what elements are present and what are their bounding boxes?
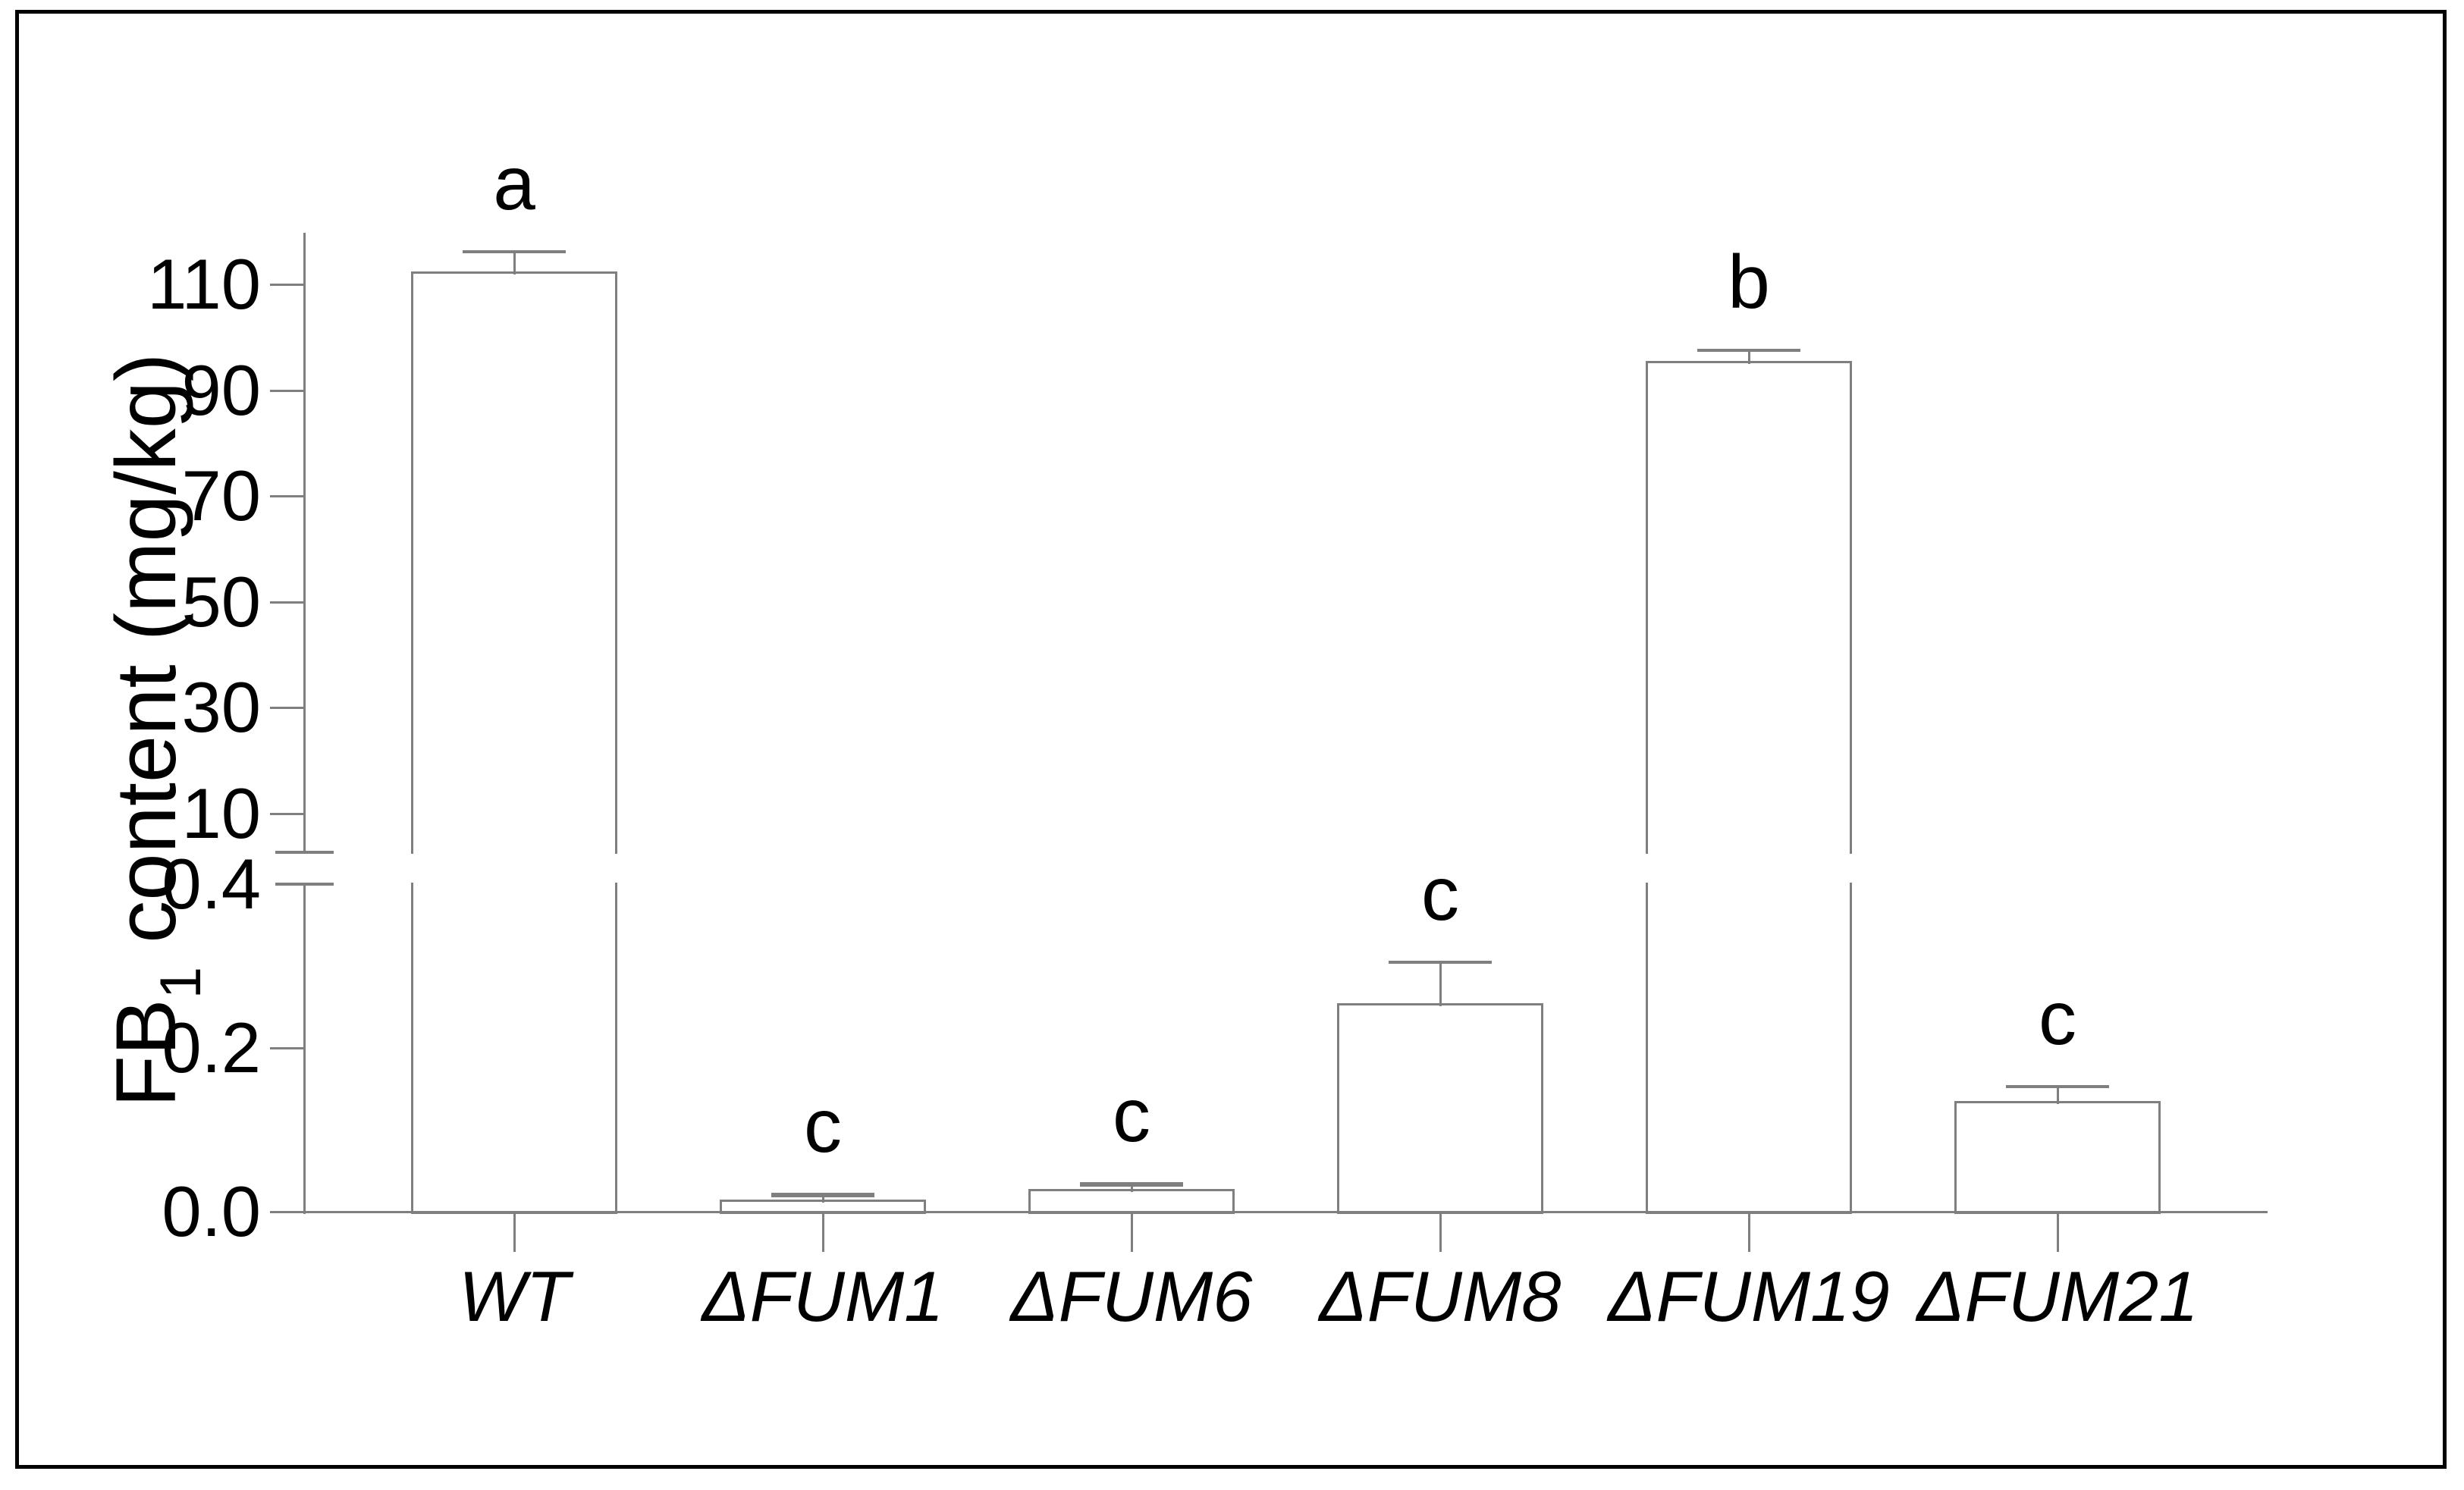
x-tick bbox=[2057, 1214, 2059, 1252]
y-tick-upper bbox=[270, 389, 303, 392]
y-tick-upper bbox=[270, 601, 303, 604]
error-bar-cap bbox=[1080, 1182, 1183, 1187]
significance-letter: c bbox=[804, 1084, 842, 1169]
error-bar-cap bbox=[1697, 349, 1800, 353]
y-tick-label-upper: 90 bbox=[181, 350, 261, 430]
y-tick-label-upper: 110 bbox=[147, 244, 261, 324]
x-category-label-4: ΔFUM8 bbox=[1319, 1256, 1562, 1336]
y-tick-upper bbox=[270, 813, 303, 815]
error-bar-stem bbox=[822, 1194, 824, 1203]
x-category-label-3: ΔFUM6 bbox=[1010, 1256, 1253, 1336]
error-bar-stem bbox=[1748, 350, 1750, 365]
significance-letter: c bbox=[1113, 1073, 1150, 1159]
error-bar-cap bbox=[771, 1193, 874, 1198]
bar-ΔFUM6 bbox=[1028, 1188, 1235, 1214]
x-axis bbox=[303, 1211, 2268, 1213]
bar-break-gap bbox=[409, 854, 620, 883]
y-tick-label-upper: 30 bbox=[181, 667, 261, 748]
x-tick bbox=[513, 1214, 516, 1252]
y-tick-label-lower: 0.4 bbox=[162, 844, 261, 924]
x-category-label-5: ΔFUM19 bbox=[1608, 1256, 1890, 1336]
error-bar-cap bbox=[1389, 960, 1492, 964]
significance-letter: c bbox=[2039, 975, 2076, 1061]
bar-WT bbox=[411, 271, 617, 1214]
bar-ΔFUM19 bbox=[1646, 361, 1852, 1214]
y-tick-label-upper: 50 bbox=[181, 561, 261, 641]
bar-break-gap bbox=[1643, 854, 1854, 883]
significance-letter: b bbox=[1728, 240, 1770, 325]
axis-break-upper-mark bbox=[275, 851, 334, 854]
y-tick-lower bbox=[270, 1211, 303, 1213]
y-tick-label-upper: 70 bbox=[181, 456, 261, 536]
error-bar-cap bbox=[463, 249, 566, 253]
y-tick-axis-break-mark bbox=[275, 883, 334, 886]
error-bar-stem bbox=[2057, 1086, 2059, 1105]
y-tick-label-lower: 0.2 bbox=[162, 1008, 261, 1087]
x-tick bbox=[1439, 1214, 1442, 1252]
figure-border bbox=[15, 10, 2447, 1469]
y-tick-label-upper: 10 bbox=[181, 773, 261, 853]
y-axis-lower-segment bbox=[303, 884, 306, 1214]
x-category-label-1: WT bbox=[458, 1256, 570, 1336]
bar-ΔFUM8 bbox=[1337, 1002, 1543, 1214]
error-bar-stem bbox=[1439, 961, 1442, 1006]
y-tick-upper bbox=[270, 707, 303, 710]
y-tick-lower bbox=[270, 1047, 303, 1049]
x-tick bbox=[822, 1214, 824, 1252]
x-category-label-6: ΔFUM21 bbox=[1916, 1256, 2199, 1336]
x-tick bbox=[1131, 1214, 1133, 1252]
error-bar-cap bbox=[2006, 1084, 2109, 1088]
y-tick-upper bbox=[270, 495, 303, 498]
x-category-label-2: ΔFUM1 bbox=[702, 1256, 944, 1336]
y-axis-upper-segment bbox=[303, 233, 306, 852]
y-tick-upper bbox=[270, 284, 303, 286]
significance-letter: c bbox=[1421, 851, 1459, 936]
y-tick-label-lower: 0.0 bbox=[162, 1172, 261, 1251]
bar-ΔFUM21 bbox=[1954, 1101, 2161, 1214]
error-bar-stem bbox=[513, 251, 516, 274]
error-bar-stem bbox=[1131, 1184, 1133, 1192]
x-tick bbox=[1748, 1214, 1750, 1252]
significance-letter: a bbox=[493, 140, 535, 226]
